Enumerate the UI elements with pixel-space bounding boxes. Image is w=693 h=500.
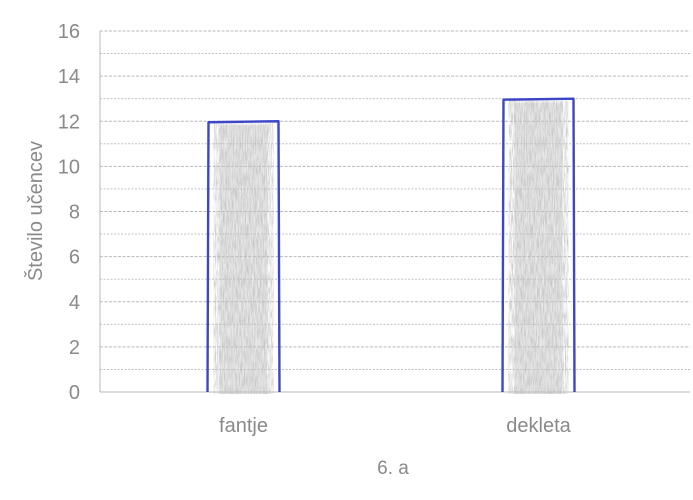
y-tick-label: 8 bbox=[69, 202, 80, 224]
bar-outline bbox=[501, 97, 576, 393]
x-tick-label: fantje bbox=[219, 415, 268, 437]
y-tick-label: 10 bbox=[58, 156, 80, 178]
y-tick-label: 0 bbox=[69, 382, 80, 404]
axes: 0 2 4 6 8 10 12 14 16 bbox=[58, 21, 690, 404]
bar-fill bbox=[508, 100, 569, 394]
y-tick-label: 6 bbox=[69, 247, 80, 269]
y-tick-label: 4 bbox=[69, 292, 80, 314]
y-tick-label: 12 bbox=[58, 111, 80, 133]
y-tick-label: 14 bbox=[58, 66, 80, 88]
y-tick-label: 16 bbox=[58, 21, 80, 43]
labels: Število učencev 6. a fantje dekleta bbox=[24, 141, 572, 479]
bar-fill bbox=[213, 123, 274, 394]
bars bbox=[206, 97, 576, 394]
x-axis-label: 6. a bbox=[377, 458, 409, 479]
y-axis-label: Število učencev bbox=[24, 141, 47, 281]
bar-shade bbox=[514, 102, 563, 394]
gridlines bbox=[100, 30, 690, 393]
y-tick-label: 2 bbox=[69, 337, 80, 359]
bar-outline bbox=[206, 120, 281, 393]
bar-shade bbox=[219, 125, 268, 394]
x-tick-label: dekleta bbox=[506, 415, 571, 437]
